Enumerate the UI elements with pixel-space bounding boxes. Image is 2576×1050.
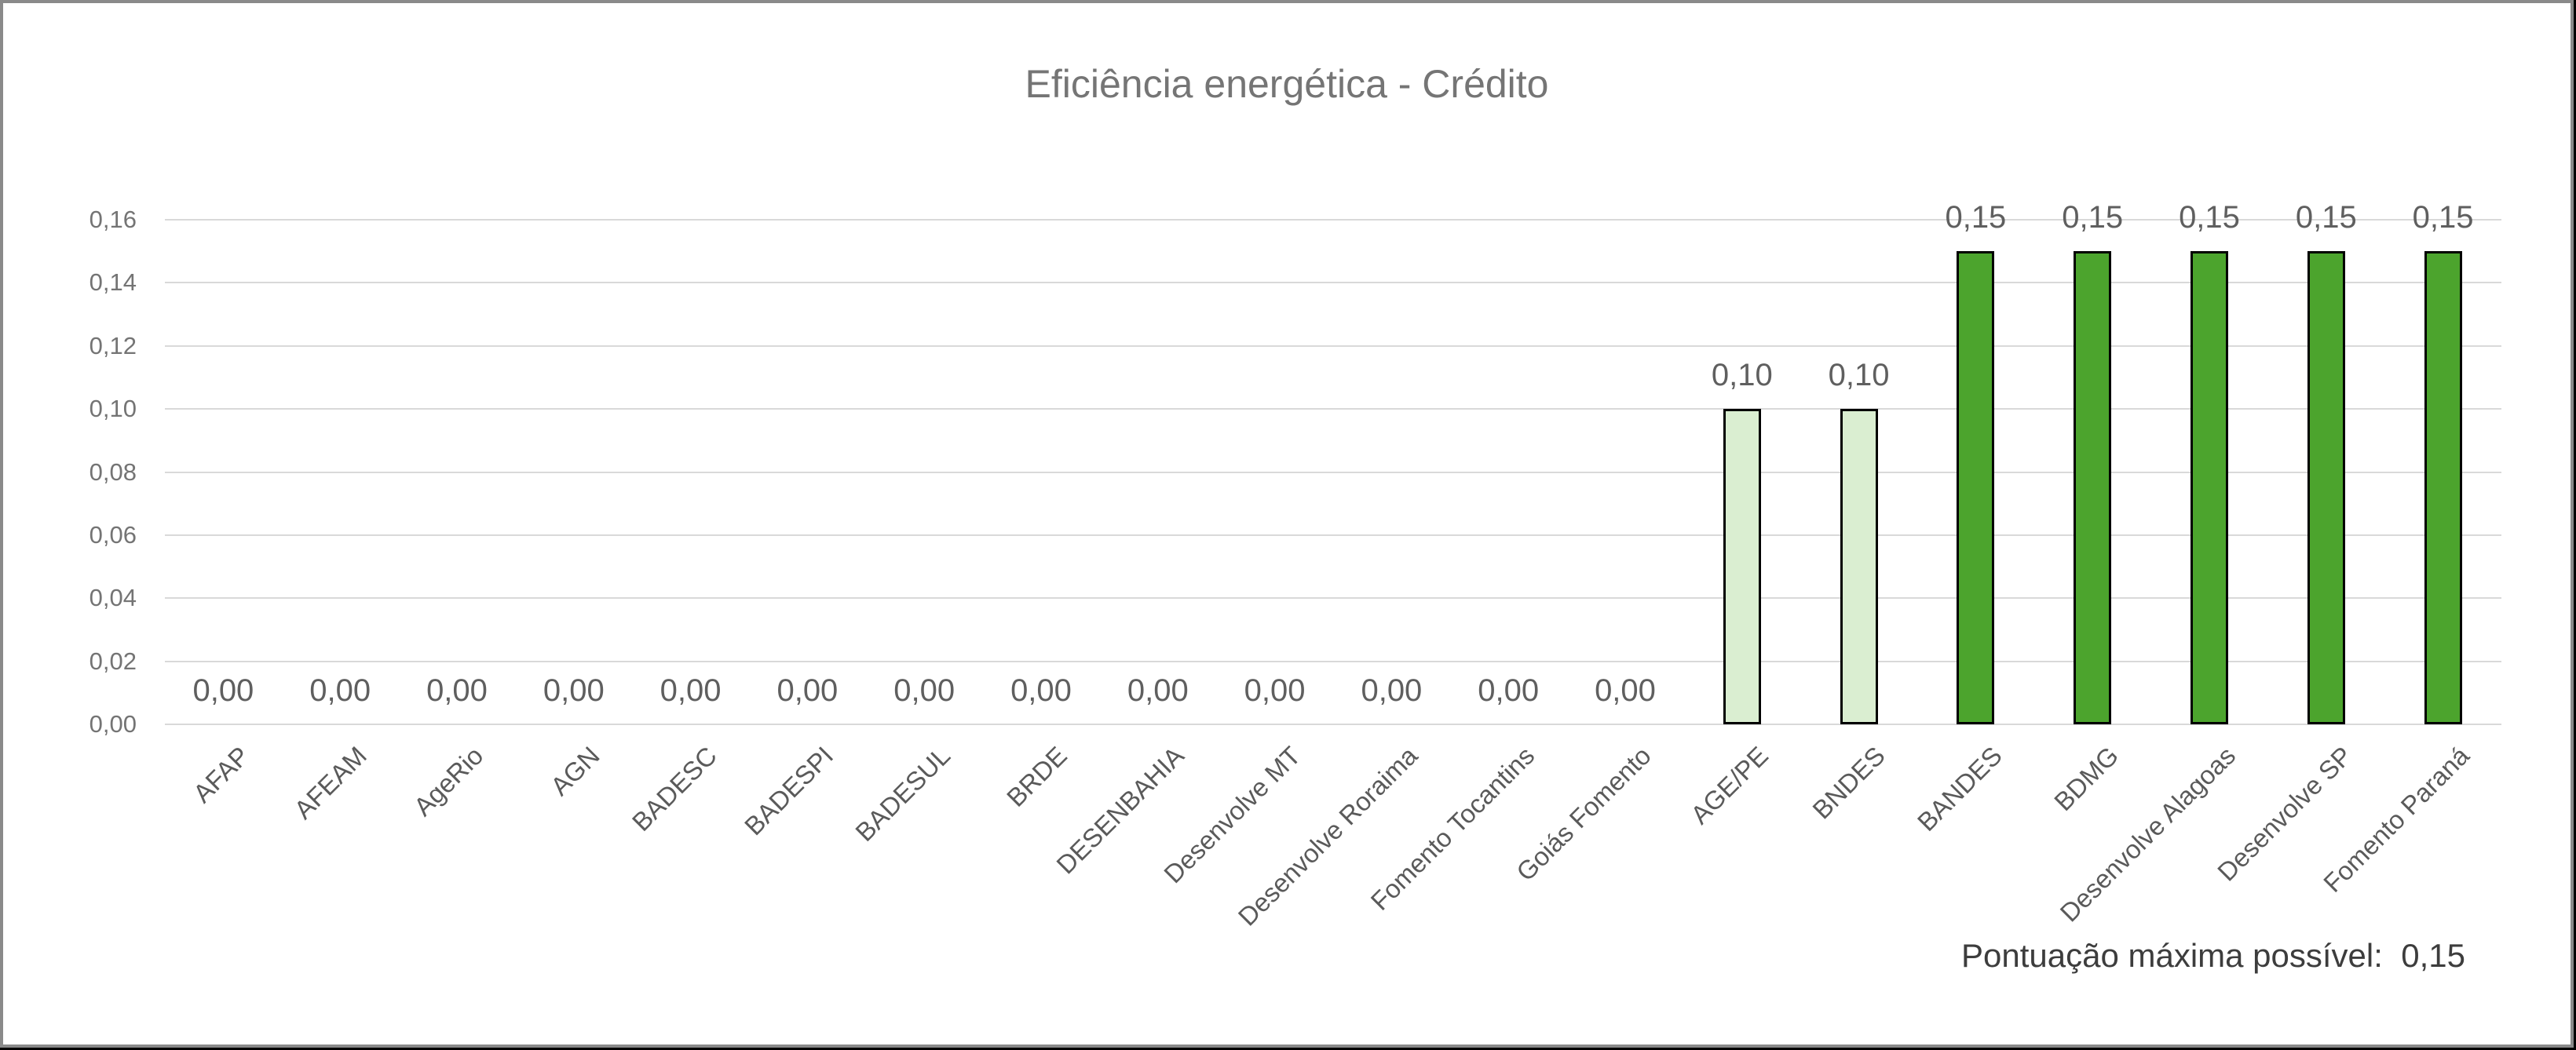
bar-value-label: 0,00 — [660, 673, 722, 708]
gridline — [165, 724, 2501, 725]
bar-value-label: 0,15 — [2295, 200, 2357, 235]
bar-value-label: 0,00 — [893, 673, 955, 708]
category-label: BNDES — [1807, 741, 1891, 825]
bar-value-label: 0,00 — [776, 673, 839, 708]
gridline — [165, 282, 2501, 284]
bar — [1840, 409, 1878, 724]
gridline — [165, 660, 2501, 662]
gridline — [165, 597, 2501, 600]
gridline — [165, 534, 2501, 536]
y-tick-label: 0,12 — [89, 331, 137, 359]
bar-value-label: 0,00 — [1010, 673, 1072, 708]
chart-title: Eficiência energética - Crédito — [1025, 62, 1549, 106]
bar-value-label: 0,15 — [2179, 200, 2240, 235]
bar-value-label: 0,00 — [1127, 673, 1189, 708]
gridline — [165, 408, 2501, 410]
category-label: BDMG — [2048, 741, 2125, 817]
bar-value-label: 0,00 — [1361, 673, 1423, 708]
gridline — [165, 471, 2501, 473]
y-tick-label: 0,02 — [89, 647, 137, 675]
category-label: BADESPI — [739, 741, 839, 841]
category-label: BANDES — [1911, 741, 2008, 837]
y-tick-label: 0,10 — [89, 395, 137, 423]
bar-value-label: 0,10 — [1711, 358, 1773, 392]
bar — [2074, 251, 2112, 724]
bar — [1723, 409, 1761, 724]
category-label: AgeRio — [407, 741, 489, 822]
category-label: AGE/PE — [1684, 741, 1774, 830]
bar-value-label: 0,00 — [192, 673, 254, 708]
category-label: AFAP — [187, 741, 255, 808]
gridline — [165, 345, 2501, 347]
bar-value-label: 0,10 — [1828, 358, 1890, 392]
gridline — [165, 219, 2501, 221]
category-label: AFEAM — [287, 741, 372, 825]
bar-value-label: 0,15 — [1945, 200, 2007, 235]
bar-value-label: 0,00 — [426, 673, 488, 708]
category-label: AGN — [545, 741, 605, 801]
bar-value-label: 0,00 — [1244, 673, 1306, 708]
y-tick-label: 0,06 — [89, 520, 137, 549]
y-tick-label: 0,04 — [89, 584, 137, 612]
bar-value-label: 0,15 — [2062, 200, 2124, 235]
bar-value-label: 0,00 — [543, 673, 605, 708]
bar — [2424, 251, 2462, 724]
bar — [2307, 251, 2345, 724]
y-tick-label: 0,00 — [89, 710, 137, 738]
category-label: BADESUL — [850, 741, 956, 848]
bar — [1957, 251, 1995, 724]
bar-value-label: 0,00 — [309, 673, 371, 708]
y-tick-label: 0,14 — [89, 268, 137, 297]
bar-value-label: 0,00 — [1478, 673, 1540, 708]
y-tick-label: 0,16 — [89, 206, 137, 233]
y-tick-label: 0,08 — [89, 458, 137, 486]
category-label: BADESC — [626, 741, 722, 837]
max-score-note: Pontuação máxima possível: 0,15 — [1960, 937, 2465, 974]
bar — [2191, 251, 2228, 724]
category-label: BRDE — [1001, 741, 1073, 812]
bar-value-label: 0,15 — [2412, 200, 2474, 235]
bar-value-label: 0,00 — [1595, 673, 1656, 708]
